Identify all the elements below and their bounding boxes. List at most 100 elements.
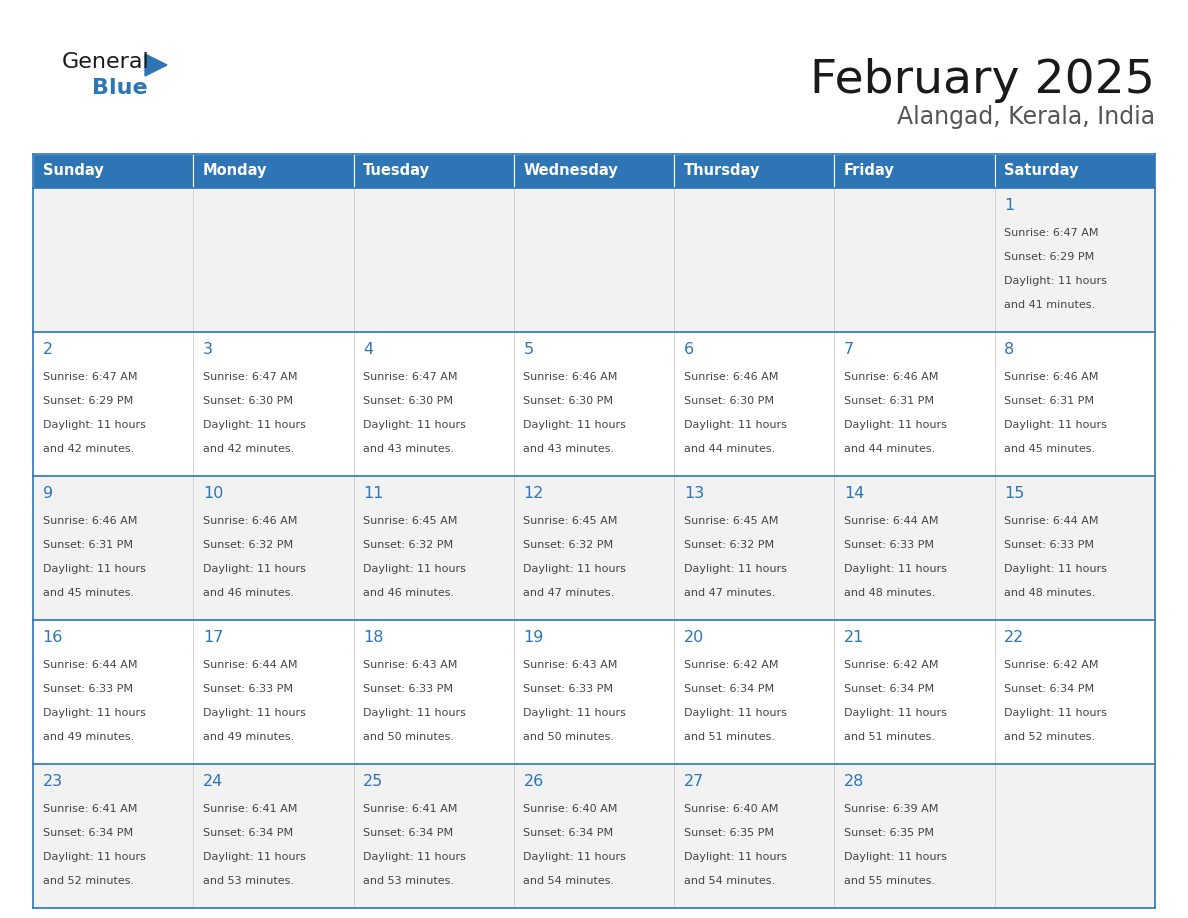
Text: Daylight: 11 hours: Daylight: 11 hours bbox=[843, 564, 947, 574]
Text: 9: 9 bbox=[43, 486, 52, 501]
Text: Sunrise: 6:43 AM: Sunrise: 6:43 AM bbox=[364, 660, 457, 670]
Text: 17: 17 bbox=[203, 630, 223, 645]
Text: Sunset: 6:29 PM: Sunset: 6:29 PM bbox=[43, 396, 133, 406]
Text: Daylight: 11 hours: Daylight: 11 hours bbox=[524, 708, 626, 718]
Text: Sunset: 6:34 PM: Sunset: 6:34 PM bbox=[43, 828, 133, 838]
Text: Sunrise: 6:47 AM: Sunrise: 6:47 AM bbox=[1004, 229, 1099, 239]
Text: and 49 minutes.: and 49 minutes. bbox=[203, 732, 295, 742]
Bar bbox=[834, 332, 994, 476]
Text: 23: 23 bbox=[43, 774, 63, 789]
Text: Sunrise: 6:46 AM: Sunrise: 6:46 AM bbox=[43, 516, 137, 526]
Text: Sunrise: 6:47 AM: Sunrise: 6:47 AM bbox=[364, 373, 457, 382]
Bar bbox=[994, 764, 1155, 908]
Text: and 50 minutes.: and 50 minutes. bbox=[524, 732, 614, 742]
Text: and 42 minutes.: and 42 minutes. bbox=[43, 443, 134, 453]
Text: Sunset: 6:34 PM: Sunset: 6:34 PM bbox=[684, 684, 773, 694]
Text: Sunset: 6:34 PM: Sunset: 6:34 PM bbox=[524, 828, 613, 838]
Text: Sunrise: 6:45 AM: Sunrise: 6:45 AM bbox=[684, 516, 778, 526]
Bar bbox=[354, 620, 514, 764]
Text: Sunrise: 6:46 AM: Sunrise: 6:46 AM bbox=[524, 373, 618, 382]
Text: and 43 minutes.: and 43 minutes. bbox=[364, 443, 454, 453]
Bar bbox=[514, 188, 674, 332]
Text: Thursday: Thursday bbox=[684, 163, 760, 178]
Text: Sunrise: 6:40 AM: Sunrise: 6:40 AM bbox=[524, 804, 618, 814]
Text: Sunday: Sunday bbox=[43, 163, 103, 178]
Bar bbox=[354, 154, 514, 188]
Bar bbox=[994, 620, 1155, 764]
Text: 11: 11 bbox=[364, 486, 384, 501]
Text: Daylight: 11 hours: Daylight: 11 hours bbox=[43, 564, 145, 574]
Text: Sunrise: 6:42 AM: Sunrise: 6:42 AM bbox=[684, 660, 778, 670]
Text: and 52 minutes.: and 52 minutes. bbox=[1004, 732, 1095, 742]
Text: Sunset: 6:33 PM: Sunset: 6:33 PM bbox=[43, 684, 133, 694]
Text: and 52 minutes.: and 52 minutes. bbox=[43, 876, 134, 886]
Text: and 44 minutes.: and 44 minutes. bbox=[684, 443, 775, 453]
Text: Daylight: 11 hours: Daylight: 11 hours bbox=[684, 420, 786, 430]
Text: Sunrise: 6:41 AM: Sunrise: 6:41 AM bbox=[43, 804, 137, 814]
Text: Sunset: 6:33 PM: Sunset: 6:33 PM bbox=[1004, 540, 1094, 550]
Text: and 48 minutes.: and 48 minutes. bbox=[1004, 588, 1095, 598]
Text: 6: 6 bbox=[684, 342, 694, 357]
Text: and 54 minutes.: and 54 minutes. bbox=[684, 876, 775, 886]
Text: Sunrise: 6:44 AM: Sunrise: 6:44 AM bbox=[1004, 516, 1099, 526]
Text: Sunrise: 6:44 AM: Sunrise: 6:44 AM bbox=[843, 516, 939, 526]
Text: Daylight: 11 hours: Daylight: 11 hours bbox=[203, 852, 305, 862]
Text: 5: 5 bbox=[524, 342, 533, 357]
Polygon shape bbox=[145, 54, 168, 76]
Text: 2: 2 bbox=[43, 342, 52, 357]
Text: 22: 22 bbox=[1004, 630, 1024, 645]
Text: Sunset: 6:35 PM: Sunset: 6:35 PM bbox=[843, 828, 934, 838]
Text: Sunset: 6:30 PM: Sunset: 6:30 PM bbox=[684, 396, 773, 406]
Text: Daylight: 11 hours: Daylight: 11 hours bbox=[203, 564, 305, 574]
Text: 1: 1 bbox=[1004, 198, 1015, 213]
Text: 20: 20 bbox=[684, 630, 704, 645]
Text: Sunrise: 6:46 AM: Sunrise: 6:46 AM bbox=[203, 516, 297, 526]
Bar bbox=[514, 154, 674, 188]
Text: Sunrise: 6:42 AM: Sunrise: 6:42 AM bbox=[1004, 660, 1099, 670]
Text: Daylight: 11 hours: Daylight: 11 hours bbox=[203, 708, 305, 718]
Text: and 49 minutes.: and 49 minutes. bbox=[43, 732, 134, 742]
Bar bbox=[514, 620, 674, 764]
Bar bbox=[354, 476, 514, 620]
Bar bbox=[834, 188, 994, 332]
Text: Daylight: 11 hours: Daylight: 11 hours bbox=[524, 420, 626, 430]
Text: Sunset: 6:31 PM: Sunset: 6:31 PM bbox=[1004, 396, 1094, 406]
Text: Sunset: 6:31 PM: Sunset: 6:31 PM bbox=[843, 396, 934, 406]
Text: Sunset: 6:30 PM: Sunset: 6:30 PM bbox=[203, 396, 293, 406]
Text: Sunrise: 6:46 AM: Sunrise: 6:46 AM bbox=[843, 373, 939, 382]
Text: Tuesday: Tuesday bbox=[364, 163, 430, 178]
Text: Sunrise: 6:42 AM: Sunrise: 6:42 AM bbox=[843, 660, 939, 670]
Bar bbox=[834, 476, 994, 620]
Bar bbox=[674, 476, 834, 620]
Text: Sunrise: 6:41 AM: Sunrise: 6:41 AM bbox=[203, 804, 297, 814]
Text: and 47 minutes.: and 47 minutes. bbox=[524, 588, 614, 598]
Bar bbox=[994, 476, 1155, 620]
Bar bbox=[194, 154, 354, 188]
Text: Sunset: 6:30 PM: Sunset: 6:30 PM bbox=[364, 396, 453, 406]
Text: Daylight: 11 hours: Daylight: 11 hours bbox=[364, 708, 466, 718]
Text: Sunset: 6:31 PM: Sunset: 6:31 PM bbox=[43, 540, 133, 550]
Text: Daylight: 11 hours: Daylight: 11 hours bbox=[1004, 708, 1107, 718]
Bar bbox=[194, 620, 354, 764]
Text: Sunset: 6:34 PM: Sunset: 6:34 PM bbox=[1004, 684, 1094, 694]
Text: Sunset: 6:32 PM: Sunset: 6:32 PM bbox=[684, 540, 773, 550]
Text: Sunset: 6:32 PM: Sunset: 6:32 PM bbox=[203, 540, 293, 550]
Text: 16: 16 bbox=[43, 630, 63, 645]
Text: February 2025: February 2025 bbox=[810, 58, 1155, 103]
Text: Sunset: 6:35 PM: Sunset: 6:35 PM bbox=[684, 828, 773, 838]
Text: Daylight: 11 hours: Daylight: 11 hours bbox=[43, 852, 145, 862]
Text: Sunset: 6:32 PM: Sunset: 6:32 PM bbox=[364, 540, 454, 550]
Bar bbox=[33, 620, 194, 764]
Bar bbox=[33, 154, 194, 188]
Bar bbox=[834, 620, 994, 764]
Text: Sunset: 6:33 PM: Sunset: 6:33 PM bbox=[203, 684, 293, 694]
Text: General: General bbox=[62, 52, 150, 72]
Text: 8: 8 bbox=[1004, 342, 1015, 357]
Bar bbox=[354, 764, 514, 908]
Text: Sunrise: 6:46 AM: Sunrise: 6:46 AM bbox=[1004, 373, 1099, 382]
Text: and 53 minutes.: and 53 minutes. bbox=[364, 876, 454, 886]
Text: Daylight: 11 hours: Daylight: 11 hours bbox=[684, 708, 786, 718]
Text: 3: 3 bbox=[203, 342, 213, 357]
Text: 13: 13 bbox=[684, 486, 704, 501]
Bar bbox=[514, 332, 674, 476]
